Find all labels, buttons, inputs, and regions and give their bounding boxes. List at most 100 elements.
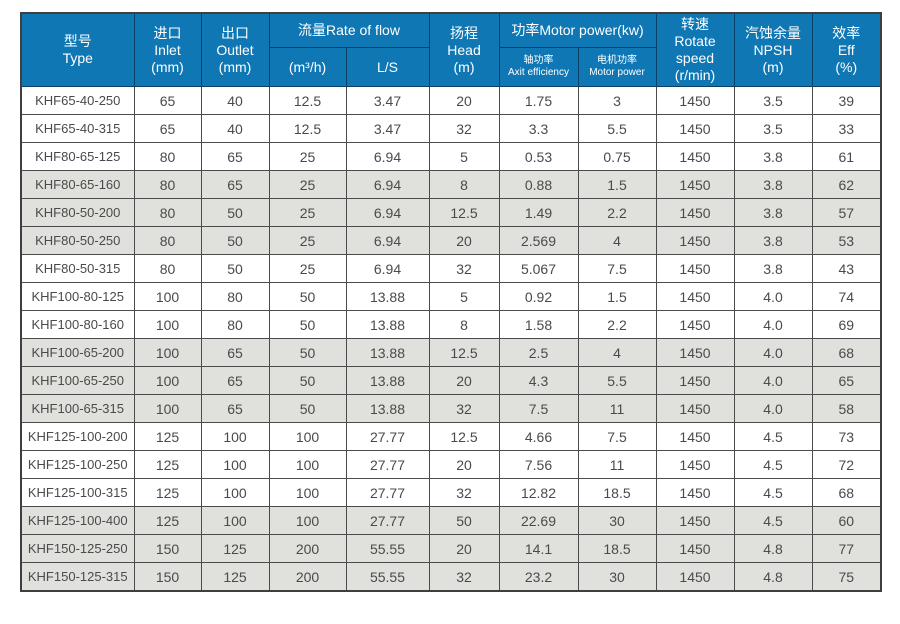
cell-eff: 43 (811, 254, 882, 284)
cell-motor-power: 4 (577, 226, 657, 256)
cell-motor-power: 11 (577, 394, 657, 424)
cell-eff: 69 (811, 310, 882, 340)
cell-outlet: 80 (200, 282, 270, 312)
cell-npsh: 4.0 (733, 394, 813, 424)
cell-rotate-speed: 1450 (655, 394, 735, 424)
cell-flow-ls: 27.77 (345, 450, 430, 480)
cell-eff: 65 (811, 366, 882, 396)
table-row: KHF65-40-250 65 40 12.5 3.47 20 1.75 3 1450 3.5 39 (20, 86, 882, 116)
cell-outlet: 125 (200, 534, 270, 564)
cell-head: 50 (428, 506, 500, 536)
cell-rotate-speed: 1450 (655, 310, 735, 340)
cell-head: 32 (428, 562, 500, 592)
cell-eff: 73 (811, 422, 882, 452)
col-header-rotate-speed: 转速 Rotate speed (r/min) (655, 12, 735, 88)
table-row: KHF125-100-200 125 100 100 27.77 12.5 4.66 7.5 1… (20, 422, 882, 452)
cell-inlet: 80 (133, 170, 202, 200)
cell-head: 20 (428, 366, 500, 396)
cell-eff: 74 (811, 282, 882, 312)
cell-outlet: 100 (200, 450, 270, 480)
cell-flow-m3h: 25 (268, 198, 347, 228)
cell-type: KHF100-65-200 (20, 338, 135, 368)
cell-shaft-power: 23.2 (498, 562, 579, 592)
cell-flow-m3h: 50 (268, 394, 347, 424)
cell-shaft-power: 14.1 (498, 534, 579, 564)
cell-shaft-power: 22.69 (498, 506, 579, 536)
cell-npsh: 3.8 (733, 170, 813, 200)
cell-head: 5 (428, 142, 500, 172)
cell-inlet: 150 (133, 562, 202, 592)
cell-motor-power: 5.5 (577, 114, 657, 144)
cell-flow-m3h: 100 (268, 506, 347, 536)
cell-type: KHF80-50-250 (20, 226, 135, 256)
cell-shaft-power: 0.53 (498, 142, 579, 172)
cell-head: 32 (428, 254, 500, 284)
cell-flow-ls: 3.47 (345, 86, 430, 116)
cell-rotate-speed: 1450 (655, 198, 735, 228)
cell-head: 20 (428, 226, 500, 256)
cell-head: 12.5 (428, 338, 500, 368)
col-header-type: 型号 Type (20, 12, 135, 88)
cell-shaft-power: 7.56 (498, 450, 579, 480)
cell-outlet: 50 (200, 226, 270, 256)
cell-motor-power: 1.5 (577, 170, 657, 200)
cell-inlet: 125 (133, 506, 202, 536)
cell-rotate-speed: 1450 (655, 86, 735, 116)
cell-npsh: 3.8 (733, 254, 813, 284)
cell-eff: 68 (811, 338, 882, 368)
col-header-flow-m3h: (m³/h) (268, 47, 347, 88)
cell-motor-power: 30 (577, 562, 657, 592)
cell-flow-ls: 6.94 (345, 142, 430, 172)
cell-rotate-speed: 1450 (655, 338, 735, 368)
cell-inlet: 80 (133, 142, 202, 172)
cell-npsh: 4.5 (733, 478, 813, 508)
cell-npsh: 4.0 (733, 282, 813, 312)
cell-rotate-speed: 1450 (655, 450, 735, 480)
cell-motor-power: 18.5 (577, 478, 657, 508)
cell-eff: 58 (811, 394, 882, 424)
cell-flow-ls: 3.47 (345, 114, 430, 144)
cell-motor-power: 11 (577, 450, 657, 480)
cell-eff: 60 (811, 506, 882, 536)
cell-npsh: 4.5 (733, 450, 813, 480)
cell-npsh: 4.5 (733, 506, 813, 536)
table-row: KHF100-65-200 100 65 50 13.88 12.5 2.5 4 1450 4.0… (20, 338, 882, 368)
cell-outlet: 65 (200, 170, 270, 200)
table-row: KHF80-65-160 80 65 25 6.94 8 0.88 1.5 1450 3.8 62 (20, 170, 882, 200)
cell-outlet: 65 (200, 394, 270, 424)
cell-eff: 68 (811, 478, 882, 508)
cell-head: 12.5 (428, 198, 500, 228)
cell-rotate-speed: 1450 (655, 142, 735, 172)
cell-npsh: 4.8 (733, 534, 813, 564)
cell-head: 5 (428, 282, 500, 312)
cell-npsh: 4.0 (733, 338, 813, 368)
cell-eff: 77 (811, 534, 882, 564)
cell-shaft-power: 1.75 (498, 86, 579, 116)
table-row: KHF150-125-250 150 125 200 55.55 20 14.1 18.5 14… (20, 534, 882, 564)
cell-type: KHF125-100-400 (20, 506, 135, 536)
table-row: KHF100-80-160 100 80 50 13.88 8 1.58 2.2 1450 4.0… (20, 310, 882, 340)
cell-flow-ls: 13.88 (345, 394, 430, 424)
cell-shaft-power: 0.92 (498, 282, 579, 312)
cell-shaft-power: 7.5 (498, 394, 579, 424)
cell-flow-ls: 13.88 (345, 366, 430, 396)
cell-npsh: 4.0 (733, 366, 813, 396)
cell-type: KHF65-40-250 (20, 86, 135, 116)
cell-head: 8 (428, 310, 500, 340)
cell-flow-ls: 13.88 (345, 338, 430, 368)
cell-npsh: 4.5 (733, 422, 813, 452)
cell-outlet: 40 (200, 114, 270, 144)
col-header-motor-power: 电机功率 Motor power (577, 47, 657, 88)
cell-shaft-power: 4.66 (498, 422, 579, 452)
cell-shaft-power: 3.3 (498, 114, 579, 144)
cell-rotate-speed: 1450 (655, 562, 735, 592)
cell-rotate-speed: 1450 (655, 114, 735, 144)
cell-eff: 39 (811, 86, 882, 116)
cell-motor-power: 7.5 (577, 422, 657, 452)
table-header: 型号 Type 进口 Inlet (mm) 出口 Outlet (mm) 流量R… (20, 12, 882, 88)
cell-flow-m3h: 100 (268, 422, 347, 452)
cell-flow-m3h: 50 (268, 338, 347, 368)
col-header-outlet: 出口 Outlet (mm) (200, 12, 270, 88)
cell-type: KHF80-50-200 (20, 198, 135, 228)
table-row: KHF80-50-250 80 50 25 6.94 20 2.569 4 1450 3.8 53 (20, 226, 882, 256)
